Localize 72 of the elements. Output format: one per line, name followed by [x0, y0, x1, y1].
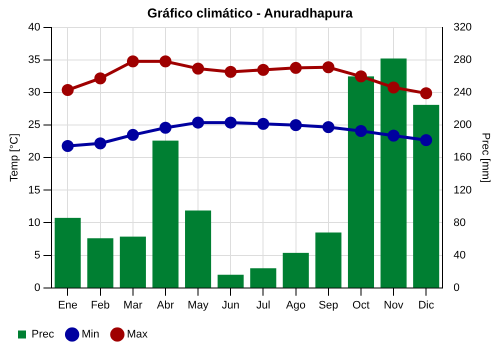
point	[322, 61, 334, 74]
point	[388, 130, 400, 142]
x-tick-label: Sep	[318, 299, 338, 312]
y-tick-label: 40	[28, 22, 40, 34]
y-tick-label: 10	[28, 216, 40, 229]
x-tick-label: Jun	[222, 299, 240, 312]
legend-label: Min	[82, 328, 100, 341]
point	[354, 125, 367, 138]
y-tick-label: 25	[28, 119, 40, 132]
point	[62, 84, 74, 96]
y2-tick-label: 160	[453, 152, 472, 164]
point	[322, 121, 334, 134]
x-tick-label: May	[188, 299, 209, 312]
y-axis-title: Temp [°C]	[8, 133, 21, 182]
x-tick-label: Dic	[418, 299, 435, 312]
y-tick-label: 5	[34, 249, 40, 262]
x-tick-label: Ene	[58, 299, 78, 312]
point	[94, 72, 106, 84]
legend-label: Max	[126, 328, 148, 341]
x-tick-label: Feb	[90, 299, 110, 312]
y2-tick-label: 200	[453, 119, 472, 132]
bar	[348, 76, 374, 288]
bar	[152, 140, 179, 288]
point	[192, 116, 204, 129]
bar	[185, 210, 212, 288]
bar	[54, 218, 81, 288]
y-tick-label: 20	[28, 152, 40, 164]
x-tick-label: Oct	[352, 299, 370, 312]
y-tick-label: 30	[28, 86, 40, 99]
point	[159, 55, 172, 68]
y2-tick-label: 0	[453, 282, 460, 294]
point	[388, 81, 400, 94]
y2-tick-label: 120	[453, 184, 472, 196]
point	[192, 62, 204, 75]
point	[224, 116, 237, 129]
point	[354, 70, 367, 82]
bar	[120, 236, 146, 288]
point	[224, 66, 237, 78]
bar	[250, 268, 276, 288]
y2-tick-label: 240	[453, 86, 472, 99]
y-tick-label: 15	[28, 184, 40, 196]
x-tick-label: Abr	[156, 299, 174, 312]
y2-axis-title: Prec [mm]	[479, 132, 492, 183]
y2-tick-label: 40	[453, 249, 466, 262]
bar	[380, 58, 407, 288]
point	[420, 134, 432, 146]
bar	[282, 252, 309, 288]
bar	[413, 104, 440, 288]
point	[62, 140, 74, 152]
point	[94, 137, 106, 150]
point	[257, 118, 270, 130]
x-tick-label: Nov	[384, 299, 404, 312]
bar	[218, 274, 244, 288]
y-tick-label: 35	[28, 54, 40, 66]
bar	[315, 232, 342, 288]
chart-title: Gráfico climático - Anuradhapura	[147, 5, 354, 20]
y2-tick-label: 320	[453, 22, 472, 34]
point	[126, 55, 139, 68]
x-tick-label: Jul	[256, 299, 270, 312]
point	[159, 122, 172, 134]
bar	[87, 238, 114, 288]
y-tick-label: 0	[34, 282, 40, 294]
point	[420, 87, 432, 100]
y2-tick-label: 280	[453, 54, 472, 66]
x-tick-label: Mar	[123, 299, 143, 312]
point	[290, 62, 302, 74]
x-tick-label: Ago	[286, 299, 306, 312]
point	[126, 128, 139, 141]
point	[257, 64, 270, 76]
y2-tick-label: 80	[453, 216, 466, 229]
legend-label: Prec	[32, 328, 55, 341]
point	[290, 119, 302, 132]
